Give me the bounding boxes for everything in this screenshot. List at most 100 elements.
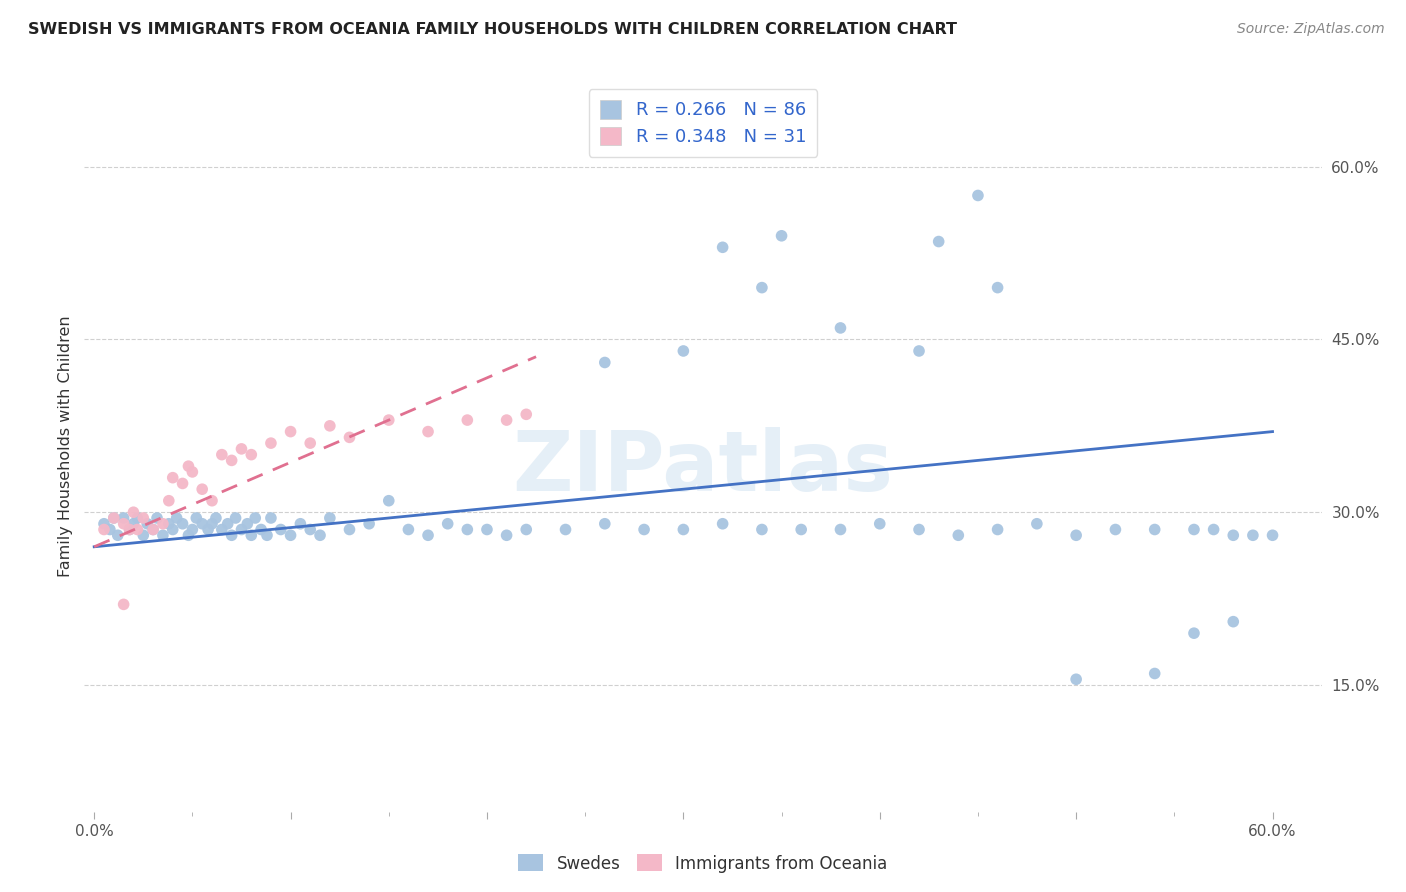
Point (672, 523, 695, 537)
Point (122, 505, 145, 519)
Point (436, 516, 458, 531)
Point (339, 430, 361, 444)
Point (142, 523, 165, 537)
Point (515, 523, 537, 537)
Point (672, 343, 695, 358)
Point (205, 511, 228, 525)
Point (1143, 666, 1166, 681)
Point (475, 523, 498, 537)
Point (142, 523, 165, 537)
Point (290, 516, 312, 531)
Point (181, 523, 204, 537)
Point (191, 516, 214, 531)
Text: Source: ZipAtlas.com: Source: ZipAtlas.com (1237, 22, 1385, 37)
Point (1143, 523, 1166, 537)
Point (967, 188, 990, 202)
Point (127, 511, 149, 525)
Point (146, 511, 169, 525)
Point (152, 528, 174, 542)
Point (790, 523, 813, 537)
Point (280, 528, 302, 542)
Point (396, 523, 419, 537)
Point (359, 516, 381, 531)
Point (231, 523, 253, 537)
Point (98, 523, 121, 537)
Point (378, 493, 401, 508)
Point (201, 516, 224, 531)
Point (751, 523, 773, 537)
Point (280, 425, 302, 439)
Point (869, 516, 891, 531)
Point (112, 511, 135, 525)
Y-axis label: Family Households with Children: Family Households with Children (58, 315, 73, 577)
Text: SWEDISH VS IMMIGRANTS FROM OCEANIA FAMILY HOUSEHOLDS WITH CHILDREN CORRELATION C: SWEDISH VS IMMIGRANTS FROM OCEANIA FAMIL… (28, 22, 957, 37)
Point (107, 528, 129, 542)
Point (830, 321, 852, 335)
Point (118, 523, 141, 537)
Point (211, 448, 233, 462)
Point (152, 516, 174, 531)
Point (948, 528, 970, 542)
Point (197, 523, 219, 537)
Point (112, 598, 135, 612)
Point (987, 523, 1010, 537)
Point (211, 523, 233, 537)
Point (177, 459, 200, 474)
Point (711, 240, 734, 254)
Point (1222, 615, 1244, 629)
Point (1182, 626, 1205, 640)
Point (132, 511, 155, 525)
Point (1222, 528, 1244, 542)
Point (127, 523, 149, 537)
Point (118, 523, 141, 537)
Point (256, 528, 278, 542)
Point (260, 511, 283, 525)
Point (309, 528, 332, 542)
Point (172, 476, 194, 491)
Point (1182, 523, 1205, 537)
Point (378, 413, 401, 427)
Point (1241, 528, 1264, 542)
Point (770, 228, 793, 243)
Point (1261, 528, 1284, 542)
Point (711, 516, 734, 531)
Point (319, 418, 342, 433)
Point (987, 280, 1010, 294)
Point (495, 528, 517, 542)
Legend: R = 0.266   N = 86, R = 0.348   N = 31: R = 0.266 N = 86, R = 0.348 N = 31 (589, 89, 817, 157)
Point (593, 516, 616, 531)
Point (456, 523, 478, 537)
Point (339, 523, 361, 537)
Point (250, 523, 273, 537)
Point (103, 511, 125, 525)
Point (554, 523, 576, 537)
Point (221, 528, 243, 542)
Point (231, 442, 253, 456)
Text: ZIPatlas: ZIPatlas (513, 427, 893, 508)
Point (416, 528, 439, 542)
Point (299, 523, 322, 537)
Point (217, 516, 239, 531)
Point (299, 436, 322, 450)
Point (136, 516, 159, 531)
Point (319, 511, 342, 525)
Point (132, 528, 155, 542)
Point (240, 528, 263, 542)
Point (270, 523, 292, 537)
Point (751, 280, 773, 294)
Point (103, 511, 125, 525)
Point (162, 523, 184, 537)
Point (122, 516, 145, 531)
Point (93, 523, 115, 537)
Point (593, 355, 616, 369)
Point (225, 511, 247, 525)
Point (1064, 672, 1087, 686)
Legend: Swedes, Immigrants from Oceania: Swedes, Immigrants from Oceania (512, 847, 894, 880)
Point (162, 471, 184, 485)
Point (1064, 528, 1087, 542)
Point (240, 448, 263, 462)
Point (177, 528, 200, 542)
Point (221, 453, 243, 467)
Point (1202, 523, 1225, 537)
Point (172, 516, 194, 531)
